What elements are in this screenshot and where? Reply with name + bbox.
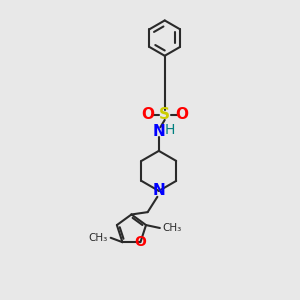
Text: O: O — [141, 107, 154, 122]
Text: S: S — [159, 107, 170, 122]
Text: O: O — [175, 107, 188, 122]
Text: CH₃: CH₃ — [163, 223, 182, 233]
Text: H: H — [165, 123, 175, 137]
Text: N: N — [152, 183, 165, 198]
Text: O: O — [134, 235, 146, 249]
Text: CH₃: CH₃ — [88, 233, 108, 243]
Text: N: N — [152, 124, 165, 139]
